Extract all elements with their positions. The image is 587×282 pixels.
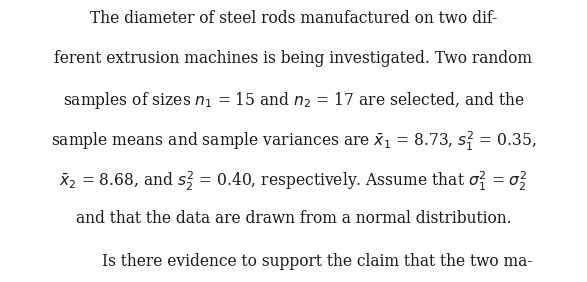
Text: $\bar{x}_2$ = 8.68, and $s_2^2$ = 0.40, respectively. Assume that $\sigma_1^2$ =: $\bar{x}_2$ = 8.68, and $s_2^2$ = 0.40, … (59, 170, 528, 193)
Text: The diameter of steel rods manufactured on two dif-: The diameter of steel rods manufactured … (90, 10, 497, 27)
Text: Is there evidence to support the claim that the two ma-: Is there evidence to support the claim t… (102, 253, 532, 270)
Text: sample means and sample variances are $\bar{x}_1$ = 8.73, $s_1^2$ = 0.35,: sample means and sample variances are $\… (50, 130, 537, 153)
Text: and that the data are drawn from a normal distribution.: and that the data are drawn from a norma… (76, 210, 511, 227)
Text: samples of sizes $n_1$ = 15 and $n_2$ = 17 are selected, and the: samples of sizes $n_1$ = 15 and $n_2$ = … (63, 90, 524, 111)
Text: ferent extrusion machines is being investigated. Two random: ferent extrusion machines is being inves… (55, 50, 532, 67)
